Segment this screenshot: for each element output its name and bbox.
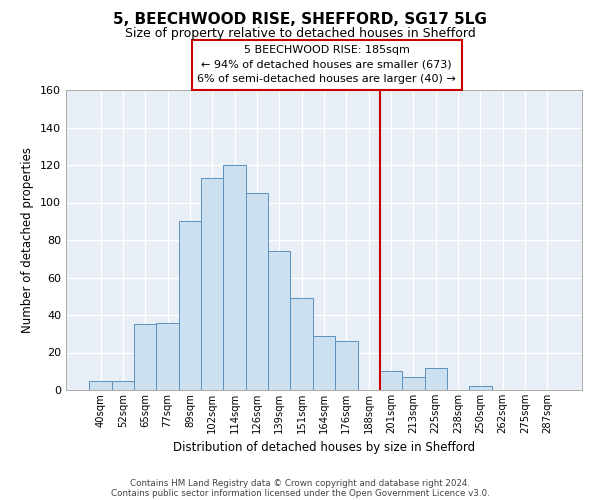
Bar xyxy=(89,380,112,390)
Bar xyxy=(223,165,246,390)
Bar xyxy=(134,324,157,390)
Bar xyxy=(469,386,491,390)
Bar xyxy=(112,380,134,390)
Bar xyxy=(425,368,447,390)
Bar xyxy=(380,371,402,390)
Bar xyxy=(268,251,290,390)
Bar xyxy=(201,178,223,390)
Bar xyxy=(290,298,313,390)
Text: 5 BEECHWOOD RISE: 185sqm
← 94% of detached houses are smaller (673)
6% of semi-d: 5 BEECHWOOD RISE: 185sqm ← 94% of detach… xyxy=(197,45,456,84)
Bar xyxy=(313,336,335,390)
Text: Size of property relative to detached houses in Shefford: Size of property relative to detached ho… xyxy=(125,28,475,40)
Y-axis label: Number of detached properties: Number of detached properties xyxy=(22,147,34,333)
Text: Contains HM Land Registry data © Crown copyright and database right 2024.: Contains HM Land Registry data © Crown c… xyxy=(130,478,470,488)
Text: Contains public sector information licensed under the Open Government Licence v3: Contains public sector information licen… xyxy=(110,488,490,498)
Bar xyxy=(179,221,201,390)
Text: 5, BEECHWOOD RISE, SHEFFORD, SG17 5LG: 5, BEECHWOOD RISE, SHEFFORD, SG17 5LG xyxy=(113,12,487,28)
Bar xyxy=(335,341,358,390)
X-axis label: Distribution of detached houses by size in Shefford: Distribution of detached houses by size … xyxy=(173,442,475,454)
Bar xyxy=(246,193,268,390)
Bar xyxy=(157,322,179,390)
Bar xyxy=(402,377,425,390)
